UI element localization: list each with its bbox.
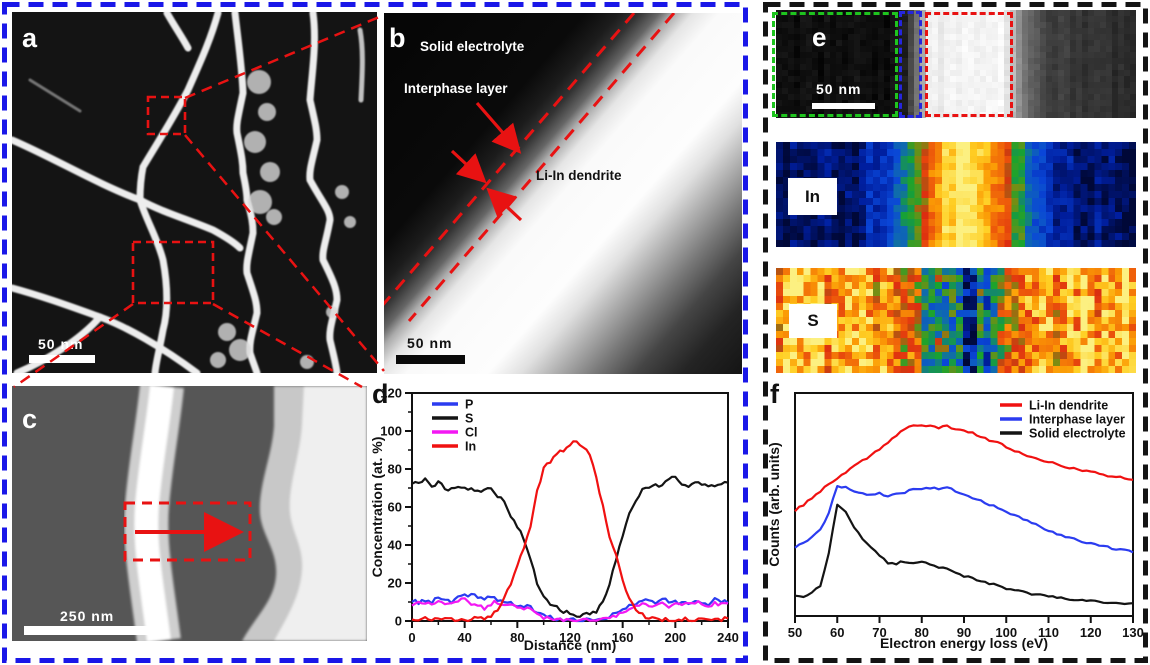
x-axis-label: Distance (nm) xyxy=(524,637,617,653)
eels-map-in: In xyxy=(776,142,1136,247)
interphase-boundary-line-outer xyxy=(384,13,636,306)
y-tick-label: 100 xyxy=(380,424,402,439)
x-tick-label: 240 xyxy=(717,630,739,645)
thickness-arrow-right xyxy=(486,187,523,222)
dendrite-network-image xyxy=(8,9,377,377)
legend-label: Cl xyxy=(465,426,478,440)
scalebar-a xyxy=(29,355,95,363)
s-map-label: S xyxy=(789,304,837,338)
x-tick-label: 130 xyxy=(1122,625,1144,640)
plot-frame xyxy=(411,392,729,622)
x-axis-label: Electron energy loss (eV) xyxy=(880,635,1048,651)
y-tick-label: 40 xyxy=(388,538,402,553)
series-line-solid-electrolyte xyxy=(794,503,1134,606)
legend-label: S xyxy=(465,412,473,426)
panel-label-a: a xyxy=(22,23,38,53)
panel-c-image: c 250 nm xyxy=(12,383,367,644)
x-tick-label: 40 xyxy=(457,630,471,645)
y-axis-label: Counts (arb. units) xyxy=(768,442,782,566)
label-interphase-layer: Interphase layer xyxy=(404,81,508,96)
x-tick-label: 50 xyxy=(788,625,802,640)
legend-label: Interphase layer xyxy=(1029,413,1125,427)
y-axis-label: Concentration (at. %) xyxy=(370,437,385,578)
panel-label-c: c xyxy=(22,404,38,434)
legend-label: In xyxy=(465,440,476,454)
panel-a-image: a 50 nm xyxy=(8,9,377,377)
x-tick-label: 80 xyxy=(510,630,524,645)
panel-b-annotations xyxy=(384,13,676,322)
panel-label-f: f xyxy=(770,379,779,409)
linescan-region-image xyxy=(12,383,367,644)
legend-label: P xyxy=(465,398,473,412)
eels-map-s: S xyxy=(776,268,1136,373)
scalebar-c xyxy=(24,626,157,635)
y-tick-label: 60 xyxy=(388,500,402,515)
series-line-interphase-layer xyxy=(794,485,1134,554)
concentration-chart: 0 40 80 120 160 200 240020406080100120Distance… xyxy=(370,386,739,654)
panel-b-image: b Solid electrolyte Interphase layer Li-… xyxy=(384,13,742,374)
region-box-dendrite xyxy=(925,12,1013,117)
panel-label-d: d xyxy=(372,379,389,409)
y-tick-label: 20 xyxy=(388,576,402,591)
y-tick-label: 0 xyxy=(395,614,402,629)
series-line-in xyxy=(411,440,729,623)
scalebar-text-a: 50 nm xyxy=(38,336,84,352)
region-box-solid-electrolyte xyxy=(772,12,898,117)
label-solid-electrolyte: Solid electrolyte xyxy=(420,39,525,54)
legend-label: Li-In dendrite xyxy=(1029,399,1108,413)
label-li-in-dendrite: Li-In dendrite xyxy=(536,168,622,183)
interphase-pointer-arrow xyxy=(475,101,522,154)
region-box-interphase xyxy=(899,11,922,118)
in-map-label: In xyxy=(788,178,837,215)
series-line-p xyxy=(411,592,729,623)
interphase-boundary-line-inner xyxy=(407,13,676,322)
y-tick-label: 80 xyxy=(388,462,402,477)
panel-label-b: b xyxy=(389,23,406,53)
x-tick-label: 120 xyxy=(1080,625,1102,640)
thickness-arrow-left xyxy=(450,149,487,184)
x-tick-label: 60 xyxy=(830,625,844,640)
legend-label: Solid electrolyte xyxy=(1029,427,1126,441)
scalebar-b xyxy=(396,355,465,364)
scalebar-text-c: 250 nm xyxy=(60,608,115,624)
x-tick-label: 200 xyxy=(664,630,686,645)
scalebar-text-b: 50 nm xyxy=(407,335,453,351)
x-tick-label: 0 xyxy=(408,630,415,645)
